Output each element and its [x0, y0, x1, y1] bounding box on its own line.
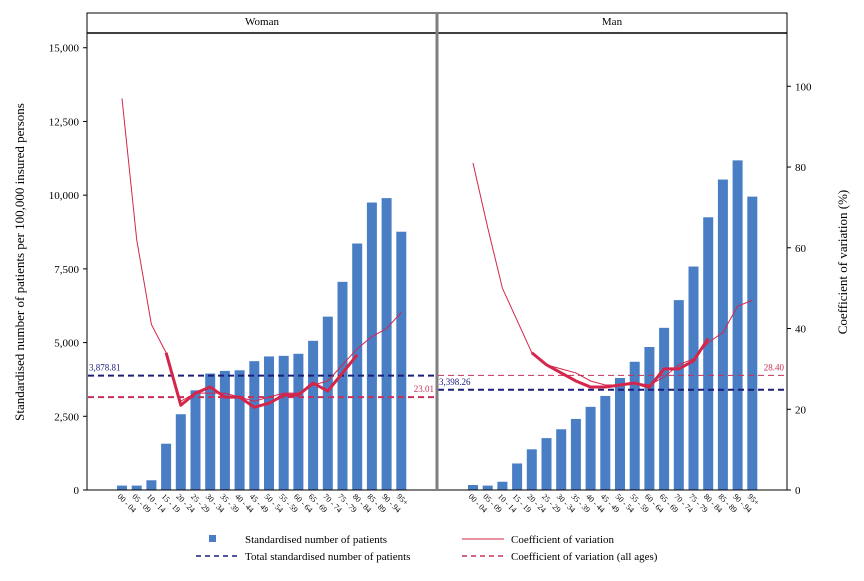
- bar: [541, 438, 552, 490]
- total-line-label: 3,398.26: [439, 377, 471, 387]
- bar: [322, 316, 333, 490]
- bar: [732, 160, 743, 491]
- bar: [381, 198, 392, 490]
- y-tick-label-right: 20: [795, 404, 807, 416]
- bar: [278, 355, 289, 490]
- bar: [600, 395, 611, 490]
- y-tick-label-right: 40: [795, 324, 807, 336]
- bar: [512, 463, 523, 490]
- y-tick-label-right: 80: [795, 162, 807, 174]
- bar: [659, 327, 670, 490]
- total-line-label: 3,878.81: [89, 363, 121, 373]
- bar: [747, 196, 758, 490]
- bars: [117, 160, 758, 491]
- bar: [146, 480, 157, 490]
- bar: [234, 370, 245, 490]
- bar: [703, 217, 714, 490]
- legend-label-cv: Coefficient of variation: [511, 534, 615, 546]
- frame: [83, 12, 791, 491]
- bar: [352, 243, 363, 490]
- bar: [175, 414, 186, 490]
- lines: [88, 98, 786, 409]
- legend-swatch-bars: [209, 535, 216, 542]
- bar: [673, 300, 684, 490]
- legend-label-cv-all: Coefficient of variation (all ages): [511, 551, 658, 563]
- y-axis-title-right: Coefficient of variation (%): [835, 190, 850, 335]
- y-tick-label-left: 12,500: [49, 116, 80, 128]
- panel-title-woman: Woman: [245, 16, 279, 28]
- labels: 0 2,500 5,000 7,500 10,000 12,500 15,000 0 20 40 6…: [49, 43, 812, 515]
- bar: [396, 231, 407, 490]
- bar: [293, 353, 304, 490]
- y-axis-title-left: Standardised number of patients per 100,…: [12, 103, 27, 421]
- y-tick-label-right: 100: [795, 81, 812, 93]
- bar: [570, 418, 581, 490]
- bar: [190, 390, 201, 490]
- bar: [526, 449, 537, 490]
- bar: [264, 356, 274, 490]
- y-tick-label-right: 0: [795, 485, 801, 497]
- cv-line-bold: [164, 352, 359, 409]
- bar: [585, 406, 596, 490]
- y-tick-label-right: 60: [795, 243, 807, 255]
- bar: [131, 485, 142, 490]
- bar: [688, 266, 699, 490]
- y-tick-label-left: 0: [74, 485, 80, 497]
- bar: [717, 179, 728, 490]
- bar: [308, 340, 319, 490]
- cv-line-bold: [530, 337, 710, 389]
- bar: [366, 202, 377, 490]
- bar: [249, 361, 260, 490]
- y-tick-label-left: 2,500: [54, 411, 79, 423]
- bar: [644, 347, 655, 490]
- cv-all-label: 28.40: [764, 362, 785, 372]
- y-tick-label-left: 5,000: [54, 338, 79, 350]
- panel-title-man: Man: [602, 16, 623, 28]
- y-tick-label-left: 10,000: [49, 190, 80, 202]
- bar: [482, 485, 493, 490]
- y-tick-label-left: 15,000: [49, 43, 80, 55]
- legend: Standardised number of patients Coeffici…: [196, 534, 658, 563]
- legend-label-bars: Standardised number of patients: [245, 534, 387, 546]
- bar: [161, 443, 172, 490]
- bar: [497, 481, 508, 490]
- bar: [615, 377, 625, 490]
- bar: [117, 485, 127, 490]
- y-tick-label-left: 7,500: [54, 264, 79, 276]
- bar: [468, 484, 478, 490]
- bar: [556, 429, 567, 490]
- bar: [205, 373, 216, 490]
- cv-all-label: 23.01: [414, 384, 434, 394]
- bar: [629, 361, 640, 490]
- bar: [219, 370, 230, 490]
- bar: [337, 281, 348, 490]
- legend-label-total: Total standardised number of patients: [245, 551, 410, 563]
